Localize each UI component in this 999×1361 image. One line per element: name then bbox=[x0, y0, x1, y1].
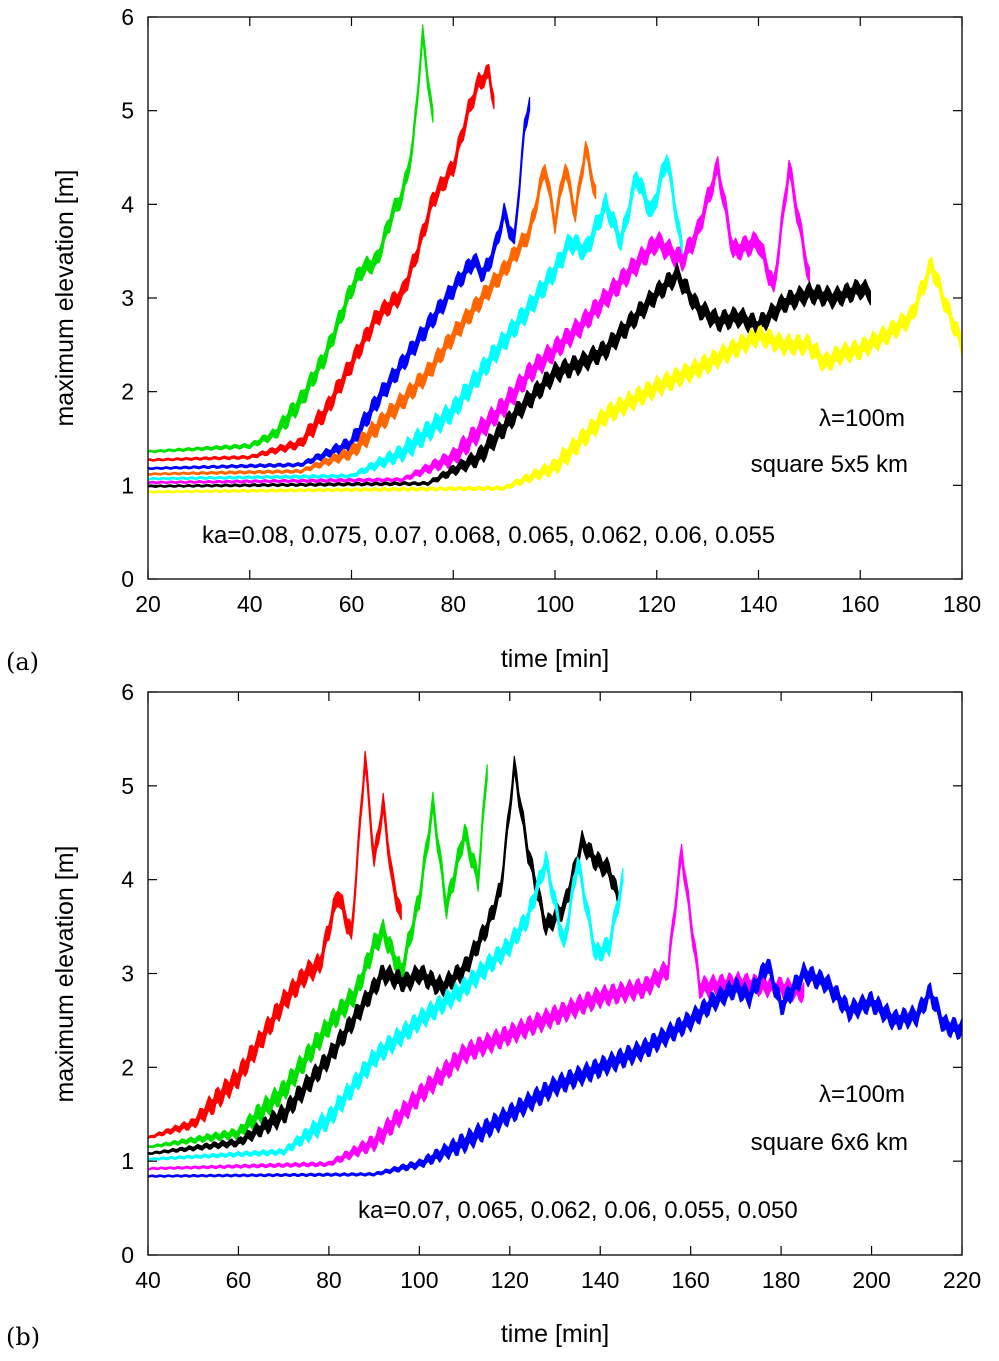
series-band-a-1 bbox=[147, 24, 434, 454]
y-tick-label-b: 6 bbox=[121, 679, 134, 705]
x-tick-label-b: 40 bbox=[135, 1267, 161, 1293]
series-band-a-2 bbox=[147, 63, 495, 462]
series-band-a-4 bbox=[147, 140, 597, 476]
panel-label-b: (b) bbox=[6, 1323, 40, 1351]
series-band-a-3 bbox=[147, 96, 531, 471]
series-band-b-5 bbox=[147, 843, 805, 1171]
annotation-lambda-a: λ=100m bbox=[819, 405, 905, 432]
x-tick-label-b: 200 bbox=[852, 1267, 890, 1293]
annotation-domain-b: square 6x6 km bbox=[751, 1129, 908, 1156]
y-tick-label-a: 6 bbox=[121, 4, 134, 30]
chart-panel-b: 40 60 80 100 120 140 160 180 200 220 0 1 2 3 4 5 6 time … bbox=[6, 679, 981, 1351]
y-tick-label-b: 5 bbox=[121, 773, 134, 799]
series-band-a-5 bbox=[147, 154, 683, 481]
x-tick-label-a: 180 bbox=[943, 591, 981, 617]
x-tick-label-a: 160 bbox=[841, 591, 879, 617]
x-tick-label-a: 40 bbox=[237, 591, 263, 617]
annotation-lambda-b: λ=100m bbox=[819, 1081, 905, 1108]
y-tick-label-a: 4 bbox=[121, 191, 134, 217]
y-tick-label-a: 3 bbox=[121, 285, 134, 311]
chart-panel-a: 20 40 60 80 100 120 140 160 180 0 1 2 3 4 5 6 time [min… bbox=[6, 4, 981, 676]
x-tick-label-a: 100 bbox=[536, 591, 574, 617]
series-band-b-4 bbox=[147, 850, 624, 1161]
annotation-ka-b: ka=0.07, 0.065, 0.062, 0.06, 0.055, 0.05… bbox=[358, 1197, 798, 1224]
x-tick-label-a: 120 bbox=[638, 591, 676, 617]
y-tick-label-a: 1 bbox=[121, 472, 134, 498]
x-tick-label-b: 220 bbox=[943, 1267, 981, 1293]
x-tick-label-a: 140 bbox=[739, 591, 777, 617]
y-tick-label-a: 2 bbox=[121, 379, 134, 405]
plot-frame-b bbox=[147, 691, 963, 1256]
y-tick-label-a: 5 bbox=[121, 98, 134, 124]
y-tick-label-b: 1 bbox=[121, 1148, 134, 1174]
x-tick-label-b: 180 bbox=[762, 1267, 800, 1293]
x-tick-label-b: 140 bbox=[581, 1267, 619, 1293]
y-tick-label-b: 3 bbox=[121, 961, 134, 987]
x-tick-label-a: 60 bbox=[339, 591, 365, 617]
x-tick-label-b: 120 bbox=[491, 1267, 529, 1293]
x-tick-label-b: 80 bbox=[316, 1267, 342, 1293]
series-band-b-1 bbox=[147, 750, 402, 1139]
x-axis-label-b: time [min] bbox=[501, 1320, 609, 1348]
x-tick-label-b: 160 bbox=[671, 1267, 709, 1293]
annotation-ka-a: ka=0.08, 0.075, 0.07, 0.068, 0.065, 0.06… bbox=[202, 522, 775, 549]
x-axis-label-a: time [min] bbox=[501, 645, 609, 673]
y-axis-label-b: maximum elevation [m] bbox=[51, 845, 79, 1102]
x-tick-label-a: 20 bbox=[135, 591, 161, 617]
annotation-domain-a: square 5x5 km bbox=[751, 451, 908, 478]
x-tick-label-b: 60 bbox=[226, 1267, 252, 1293]
x-tick-label-b: 100 bbox=[400, 1267, 438, 1293]
panel-label-a: (a) bbox=[6, 648, 39, 676]
y-tick-label-b: 2 bbox=[121, 1054, 134, 1080]
y-tick-label-b: 4 bbox=[121, 867, 134, 893]
series-band-a-7 bbox=[147, 262, 871, 488]
y-axis-label-a: maximum elevation [m] bbox=[51, 169, 79, 426]
series-band-b-2 bbox=[147, 764, 488, 1149]
y-tick-label-b: 0 bbox=[121, 1242, 134, 1268]
y-tick-label-a: 0 bbox=[121, 566, 134, 592]
x-tick-label-a: 80 bbox=[440, 591, 466, 617]
